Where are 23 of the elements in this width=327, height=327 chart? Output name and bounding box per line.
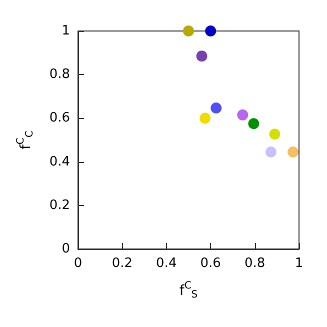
point (196, 50, 208, 62)
y-tick-label: 0.8 (49, 67, 70, 82)
point (210, 102, 222, 114)
point (265, 146, 276, 158)
point (269, 128, 280, 140)
point (200, 112, 211, 124)
y-tick-label: 0.6 (49, 110, 70, 126)
y-axis-title: fCC (16, 130, 36, 150)
point (183, 26, 194, 36)
x-tick-label: 0.2 (112, 256, 133, 271)
x-tick-label: 0.6 (200, 256, 221, 271)
point (248, 118, 260, 130)
y-tick-label: 0.4 (49, 154, 70, 170)
x-tick-label: 0.4 (156, 256, 177, 271)
x-tick-label: 0.8 (244, 256, 266, 271)
point (288, 146, 299, 158)
x-tick-label: 0 (74, 256, 82, 271)
x-tick-label: 1 (294, 256, 304, 271)
point (205, 26, 216, 36)
y-tick-label: 0 (62, 242, 70, 256)
y-tick-label: 0.2 (49, 198, 70, 213)
y-tick-label: 1 (62, 24, 70, 38)
point (237, 109, 248, 120)
